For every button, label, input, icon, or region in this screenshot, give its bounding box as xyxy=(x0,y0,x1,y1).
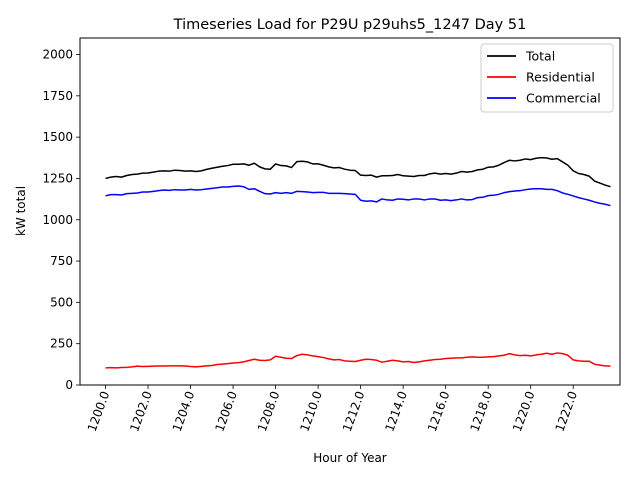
chart-title: Timeseries Load for P29U p29uhs5_1247 Da… xyxy=(173,17,527,33)
series-line-total xyxy=(105,156,611,188)
y-tick-label: 0 xyxy=(65,378,73,392)
legend: Total Residential Commercial xyxy=(480,43,614,113)
legend-label-total: Total xyxy=(525,49,555,64)
y-tick-label: 1750 xyxy=(42,89,73,103)
x-axis-title: Hour of Year xyxy=(313,451,387,465)
y-tick-label: 250 xyxy=(50,337,73,351)
y-tick-label: 1250 xyxy=(42,171,73,185)
series-line-commercial xyxy=(105,185,611,207)
y-tick-label: 1000 xyxy=(42,213,73,227)
plot-frame xyxy=(79,37,621,386)
series-layer xyxy=(105,156,611,369)
legend-box xyxy=(480,43,614,113)
series-line-residential xyxy=(105,352,611,369)
y-tick-label: 500 xyxy=(50,295,73,309)
y-tick-label: 750 xyxy=(50,254,73,268)
y-tick-label: 2000 xyxy=(42,48,73,62)
legend-label-residential: Residential xyxy=(526,70,595,85)
y-tick-label: 1500 xyxy=(42,130,73,144)
legend-label-commercial: Commercial xyxy=(526,91,601,106)
y-axis-title: kW total xyxy=(14,186,28,236)
